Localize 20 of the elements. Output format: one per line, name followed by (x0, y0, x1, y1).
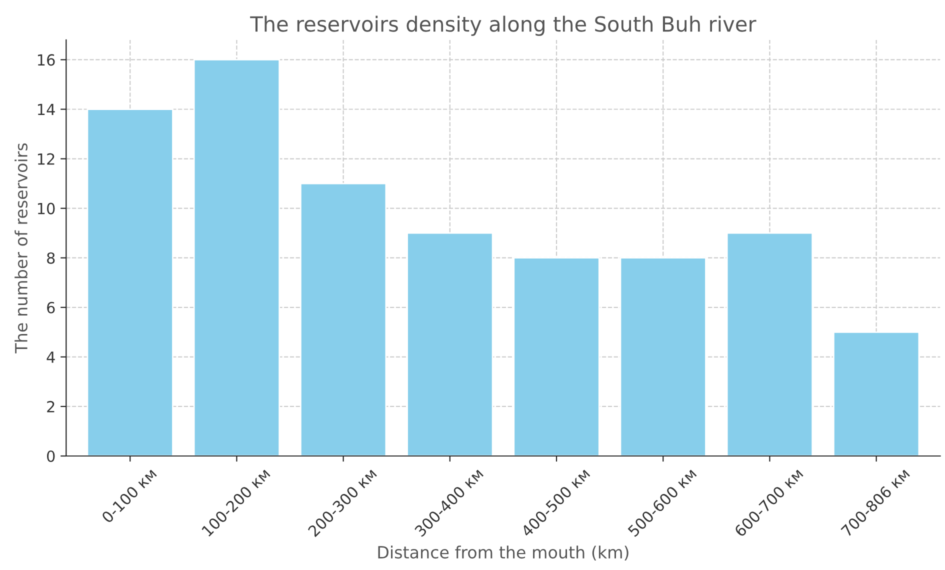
y-tick-label: 8 (47, 252, 55, 264)
y-tick-label: 16 (38, 54, 55, 66)
y-axis-title: The number of reservoirs (14, 143, 28, 354)
bar (620, 257, 706, 456)
chart-title: The reservoirs density along the South Buh river (250, 16, 756, 36)
y-tick-label: 12 (38, 153, 54, 165)
y-tick-label: 2 (47, 400, 54, 412)
bar (726, 232, 814, 456)
y-tick-label: 14 (38, 104, 55, 116)
bar (300, 182, 387, 456)
x-axis-title: Distance from the mouth (km) (378, 546, 628, 561)
bar (513, 257, 600, 456)
bar (832, 331, 920, 456)
y-tick-label: 0 (47, 450, 55, 462)
y-tick-label: 10 (38, 202, 55, 214)
bar (86, 108, 174, 456)
bar (193, 59, 280, 456)
y-tick-label: 4 (46, 352, 55, 363)
bar (406, 232, 494, 456)
y-tick-label: 6 (47, 302, 55, 314)
